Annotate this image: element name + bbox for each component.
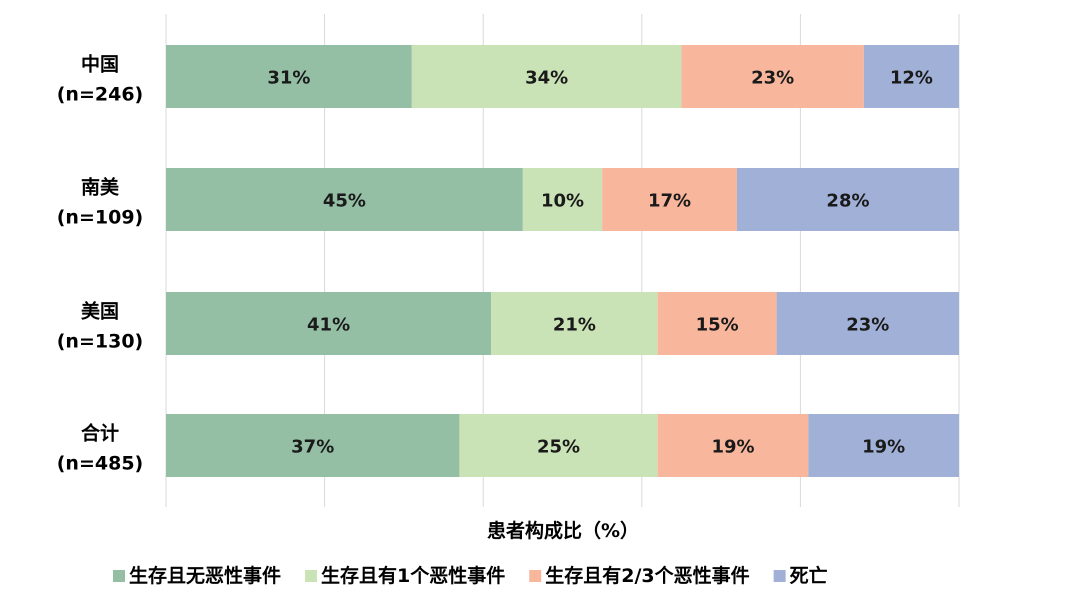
bar-segment	[411, 45, 682, 108]
bar-segment	[863, 45, 959, 108]
bar-segment	[602, 168, 737, 231]
legend: 生存且无恶性事件 生存且有1个恶性事件 生存且有2/3个恶性事件 死亡	[113, 564, 828, 587]
data-label: 41%	[307, 315, 350, 336]
legend-item: 生存且有2/3个恶性事件	[529, 564, 750, 587]
bar-segment	[491, 292, 658, 355]
category-n-label: (n=130)	[57, 331, 143, 353]
category-label: 合计	[81, 422, 119, 445]
legend-item: 生存且有1个恶性事件	[305, 564, 505, 587]
legend-label: 生存且有2/3个恶性事件	[545, 564, 749, 587]
legend-label: 生存且无恶性事件	[129, 564, 281, 587]
data-label: 21%	[553, 315, 596, 336]
x-axis-title: 患者构成比（%）	[487, 519, 639, 542]
data-label: 25%	[537, 437, 580, 458]
category-label: 美国	[81, 300, 119, 323]
data-label: 19%	[711, 437, 754, 458]
data-label: 45%	[323, 191, 366, 212]
bar-segment	[681, 45, 864, 108]
category-n-label: (n=246)	[57, 84, 143, 106]
legend-swatch	[529, 570, 542, 582]
data-label: 31%	[267, 68, 310, 89]
bar-segment	[776, 292, 959, 355]
data-label: 10%	[541, 191, 584, 212]
legend-label: 生存且有1个恶性事件	[321, 564, 505, 587]
legend-item: 死亡	[773, 564, 828, 587]
bar-segment	[657, 414, 809, 477]
data-label: 19%	[862, 437, 905, 458]
bar-segment	[657, 292, 777, 355]
legend-swatch	[113, 570, 125, 582]
data-label: 12%	[890, 68, 933, 89]
bar-segment	[166, 45, 412, 108]
legend-label: 死亡	[790, 564, 828, 587]
data-label: 23%	[751, 68, 794, 89]
data-label: 37%	[291, 437, 334, 458]
bar-segment	[166, 414, 460, 477]
data-label: 15%	[696, 315, 739, 336]
category-n-label: (n=109)	[57, 207, 143, 229]
legend-item: 生存且无恶性事件	[113, 564, 281, 587]
legend-swatch	[305, 570, 318, 582]
data-label: 17%	[648, 191, 691, 212]
bar-segment	[736, 168, 959, 231]
category-label: 中国	[81, 53, 119, 76]
category-n-label: (n=485)	[57, 453, 143, 475]
legend-swatch	[773, 570, 786, 582]
bar-segment	[459, 414, 658, 477]
bar-segment	[166, 292, 492, 355]
data-label: 23%	[846, 315, 889, 336]
bar-segment	[808, 414, 959, 477]
bar-segment	[522, 168, 603, 231]
data-label: 34%	[525, 68, 568, 89]
bar-segment	[166, 168, 523, 231]
data-label: 28%	[826, 191, 869, 212]
category-label: 南美	[81, 176, 120, 199]
category-label-layer: 中国 (n=246) 南美 (n=109) 美国 (n=130) 合计 (n=485)	[57, 53, 143, 475]
bar-layer: 31% 34% 23% 12% 45% 10% 17% 28% 41% 21% 15% 23% 37% 2…	[166, 45, 959, 477]
